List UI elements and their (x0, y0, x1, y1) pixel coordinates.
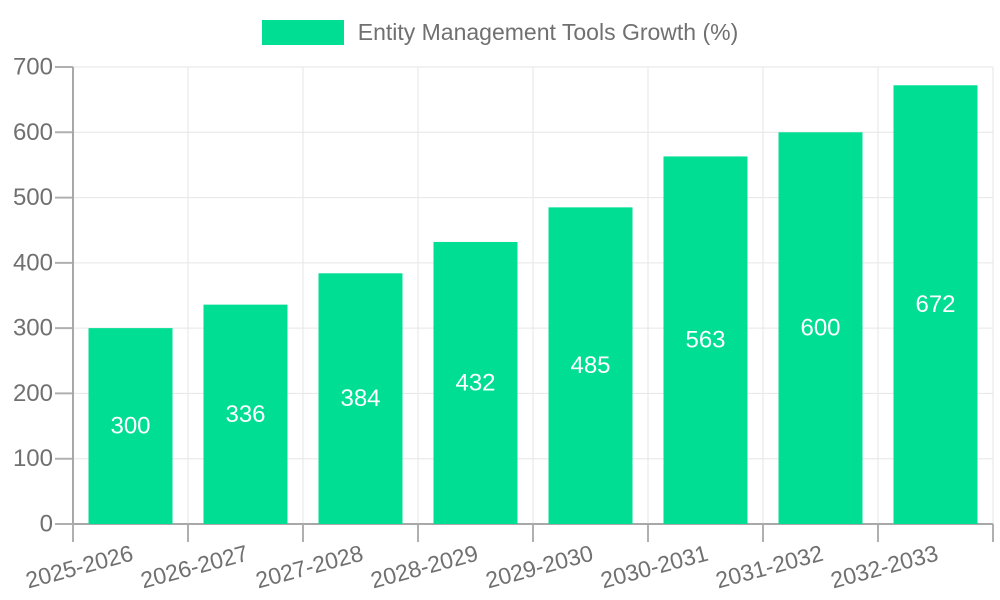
y-axis-tick-label: 600 (13, 119, 53, 146)
y-axis-tick-label: 400 (13, 249, 53, 276)
bar-value-label: 336 (225, 401, 265, 428)
x-axis-tick-label: 2029-2030 (483, 540, 596, 594)
bar-value-label: 600 (800, 315, 840, 342)
x-axis-tick-label: 2031-2032 (713, 540, 826, 594)
y-axis-tick-label: 700 (13, 54, 53, 81)
legend-item[interactable]: Entity Management Tools Growth (%) (261, 19, 739, 46)
legend-label: Entity Management Tools Growth (%) (357, 19, 739, 45)
y-axis-tick-label: 0 (40, 511, 53, 538)
x-axis-tick-label: 2032-2033 (828, 540, 941, 594)
bar-value-label: 300 (110, 413, 150, 440)
bar-value-label: 485 (570, 352, 610, 379)
bar[interactable] (318, 273, 403, 524)
y-axis-tick-label: 300 (13, 315, 53, 342)
bar-value-label: 563 (685, 327, 725, 354)
bar[interactable] (663, 156, 748, 525)
y-axis-tick-label: 500 (13, 184, 53, 211)
x-axis-tick-label: 2026-2027 (138, 540, 251, 594)
bar-value-label: 432 (455, 369, 495, 396)
x-axis-tick-label: 2028-2029 (368, 540, 481, 594)
bar[interactable] (88, 328, 173, 524)
x-axis-tick-label: 2025-2026 (23, 540, 136, 594)
legend-swatch (261, 20, 344, 45)
bar[interactable] (548, 207, 633, 524)
y-axis-tick-label: 100 (13, 445, 53, 472)
bar[interactable] (433, 241, 518, 525)
chart-legend: Entity Management Tools Growth (%) (0, 19, 1000, 46)
bar-value-label: 672 (915, 291, 955, 318)
bar-value-label: 384 (340, 385, 380, 412)
bar[interactable] (778, 132, 863, 525)
x-axis-tick-label: 2030-2031 (598, 540, 711, 594)
bar[interactable] (203, 304, 288, 524)
y-axis-tick-label: 200 (13, 380, 53, 407)
bar[interactable] (893, 85, 978, 524)
x-axis-tick-label: 2027-2028 (253, 540, 366, 594)
